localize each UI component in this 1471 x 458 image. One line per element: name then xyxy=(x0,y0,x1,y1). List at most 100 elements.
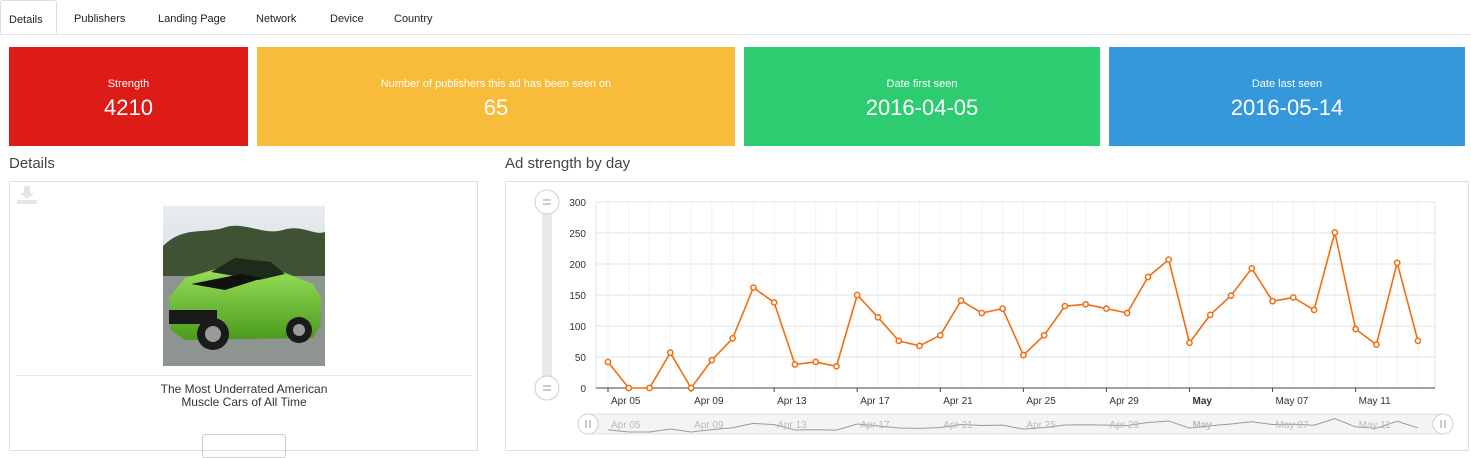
navigator-tick-label: May xyxy=(1192,420,1212,431)
navigator-tick-label: Apr 25 xyxy=(1026,420,1056,431)
stat-publishers-count: Number of publishers this ad has been se… xyxy=(257,47,735,146)
data-point[interactable] xyxy=(1186,339,1193,347)
data-point[interactable] xyxy=(916,342,923,350)
navigator-tick-label: Apr 17 xyxy=(860,420,890,431)
navigator-handle[interactable] xyxy=(577,413,599,435)
navigator-tick-label: Apr 29 xyxy=(1109,420,1139,431)
series-line xyxy=(607,232,1419,390)
data-point[interactable] xyxy=(1040,331,1048,339)
tab-network[interactable]: Network xyxy=(256,13,297,25)
data-point[interactable] xyxy=(729,335,736,342)
y-range-handle[interactable] xyxy=(534,189,560,215)
data-point[interactable] xyxy=(957,297,965,304)
data-point[interactable] xyxy=(1352,325,1359,333)
tab-bar: Details Publishers Landing Page Network … xyxy=(0,0,1471,35)
data-point[interactable] xyxy=(1373,341,1380,348)
stat-value: 2016-05-14 xyxy=(1230,95,1344,120)
stat-value: 4210 xyxy=(104,95,153,120)
x-tick-label: Apr 25 xyxy=(1026,396,1056,407)
data-point[interactable] xyxy=(1206,311,1214,319)
ad-strength-chart: 0 50 100 150 200 250 300 Apr 05 Apr 09 Apr 13 Apr … xyxy=(534,189,1454,435)
stat-label: Date first seen xyxy=(886,78,958,90)
details-panel: The Most Underrated American Muscle Cars… xyxy=(9,181,478,458)
chart-title: Ad strength by day xyxy=(505,155,631,172)
y-tick-label: 0 xyxy=(580,384,586,395)
x-tick-label: Apr 13 xyxy=(777,396,807,407)
data-point[interactable] xyxy=(791,361,799,368)
data-point[interactable] xyxy=(833,362,840,370)
data-point[interactable] xyxy=(1123,309,1131,317)
data-point[interactable] xyxy=(1061,302,1069,310)
data-point[interactable] xyxy=(1165,256,1173,264)
tab-details[interactable]: Details xyxy=(0,0,57,34)
stat-strength: Strength 4210 xyxy=(9,47,248,146)
data-point[interactable] xyxy=(812,358,820,366)
y-tick-label: 250 xyxy=(569,229,586,240)
data-point[interactable] xyxy=(978,309,986,317)
x-tick-label: May 07 xyxy=(1276,396,1309,407)
data-point[interactable] xyxy=(895,337,903,345)
data-point[interactable] xyxy=(770,299,778,306)
data-point[interactable] xyxy=(874,313,882,321)
data-point[interactable] xyxy=(1331,229,1339,236)
stat-label: Strength xyxy=(107,78,150,90)
divider xyxy=(16,375,471,376)
data-point[interactable] xyxy=(625,384,633,392)
download-icon[interactable] xyxy=(16,185,38,205)
data-point[interactable] xyxy=(936,331,944,339)
tab-landing-page[interactable]: Landing Page xyxy=(158,13,226,25)
y-range-track xyxy=(542,202,552,388)
navigator-handle[interactable] xyxy=(1432,413,1454,435)
x-tick-label: Apr 09 xyxy=(694,396,724,407)
stat-value: 2016-04-05 xyxy=(865,95,979,120)
data-point[interactable] xyxy=(1414,337,1422,345)
data-point[interactable] xyxy=(1393,259,1401,267)
y-tick-label: 50 xyxy=(575,353,587,364)
tab-publishers[interactable]: Publishers xyxy=(74,13,126,25)
x-tick-label: Apr 21 xyxy=(943,396,973,407)
tab-country[interactable]: Country xyxy=(394,13,433,25)
data-point[interactable] xyxy=(1227,292,1235,299)
tab-device[interactable]: Device xyxy=(330,13,364,25)
x-tick-label: May xyxy=(1192,396,1212,407)
navigator-tick-label: Apr 05 xyxy=(611,420,641,431)
data-point[interactable] xyxy=(1248,264,1256,272)
ad-image xyxy=(163,206,325,366)
data-point[interactable] xyxy=(1289,294,1297,301)
y-tick-label: 200 xyxy=(569,260,586,271)
y-tick-label: 100 xyxy=(569,322,586,333)
stat-date-first-seen: Date first seen 2016-04-05 xyxy=(744,47,1100,146)
stat-value: 65 xyxy=(483,95,509,120)
x-tick-label: Apr 29 xyxy=(1109,396,1139,407)
data-point[interactable] xyxy=(1269,297,1276,305)
data-point[interactable] xyxy=(1019,351,1027,359)
details-title: Details xyxy=(9,155,55,172)
y-tick-label: 300 xyxy=(569,198,586,209)
navigator-series-line xyxy=(607,418,1419,433)
ad-title: The Most Underrated American Muscle Cars… xyxy=(160,382,328,409)
y-range-handle[interactable] xyxy=(534,375,560,401)
navigator-tick-label: Apr 09 xyxy=(694,420,724,431)
data-point[interactable] xyxy=(1082,300,1089,308)
data-point[interactable] xyxy=(853,291,861,299)
ad-action-button[interactable] xyxy=(202,434,286,458)
navigator-tick-label: Apr 13 xyxy=(777,420,807,431)
data-point[interactable] xyxy=(750,284,757,291)
data-point[interactable] xyxy=(1310,306,1318,314)
data-point[interactable] xyxy=(604,358,612,366)
data-point[interactable] xyxy=(708,356,716,364)
stat-date-last-seen: Date last seen 2016-05-14 xyxy=(1109,47,1465,146)
data-point[interactable] xyxy=(1144,273,1152,281)
navigator-tick-label: May 11 xyxy=(1359,420,1391,431)
x-tick-label: Apr 17 xyxy=(860,396,890,407)
stat-label: Number of publishers this ad has been se… xyxy=(380,78,612,90)
x-tick-label: Apr 05 xyxy=(611,396,641,407)
data-point[interactable] xyxy=(1103,305,1110,312)
y-tick-label: 150 xyxy=(569,291,586,302)
data-point[interactable] xyxy=(666,349,674,357)
data-point[interactable] xyxy=(687,384,695,392)
data-point[interactable] xyxy=(999,305,1006,312)
data-point[interactable] xyxy=(646,384,653,392)
navigator-tick-label: Apr 21 xyxy=(943,420,973,431)
navigator-tick-label: May 07 xyxy=(1276,420,1309,431)
